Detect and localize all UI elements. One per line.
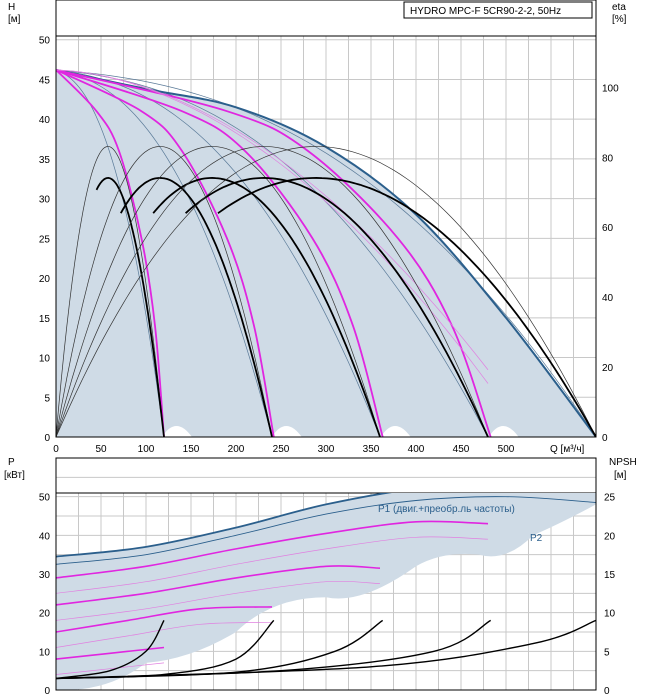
max-head-curve (56, 68, 596, 437)
top-y-tick-label: 30 (39, 195, 51, 206)
bottom-y-ticks: 0 10 20 30 40 50 (39, 493, 51, 697)
bottom-y-tick-label: 0 (44, 686, 50, 697)
eff-thin-2 (56, 146, 273, 437)
top-y-tick-label: 35 (39, 155, 51, 166)
top-y2-tick-label: 80 (602, 153, 614, 164)
eff-bold-5 (217, 177, 596, 437)
envelope-notch (162, 426, 192, 437)
bottom-y2-tick-label: 10 (604, 609, 616, 620)
chart-title: HYDRO MPC-F 5CR90-2-2, 50Hz (410, 6, 561, 17)
eff-bold-2 (120, 177, 273, 437)
top-x-tick-label: 300 (318, 444, 335, 455)
speed-curve-4-pumps (56, 69, 492, 437)
envelope-notch (380, 426, 411, 437)
series-p-pink-2 (56, 646, 165, 660)
series-p-pink-5 (56, 520, 489, 579)
top-y2-tick-label: 60 (602, 223, 614, 234)
bottom-y2-tick-label: 25 (604, 493, 616, 504)
top-x-tick-label: 250 (273, 444, 290, 455)
top-y-tick-label: 45 (39, 75, 51, 86)
top-y-ticks: 0 5 10 15 20 25 30 35 40 45 50 (39, 36, 51, 444)
top-frame (55, 0, 597, 438)
top-y-tick-label: 10 (39, 354, 51, 365)
speed-curve-2-pumps (56, 69, 275, 437)
speed-curve-3-pumps (56, 69, 384, 437)
series-ref-4 (56, 621, 273, 648)
series-p-pink-3 (56, 606, 273, 633)
top-xlabel: Q [м³/ч] (550, 444, 585, 455)
title-box: HYDRO MPC-F 5CR90-2-2, 50Hz (403, 1, 593, 19)
bottom-y2-ticks: 0 5 10 15 20 25 (604, 493, 616, 697)
bottom-plot (56, 493, 596, 690)
top-x-tick-label: 0 (53, 444, 59, 455)
eff-bold-1 (95, 176, 165, 437)
bottom-y-tick-label: 40 (39, 531, 51, 542)
max-speed-curve-5 (56, 69, 596, 437)
speed-ref-curve (56, 69, 489, 384)
top-x-tick-label: 400 (408, 444, 425, 455)
bottom-y2-tick-label: 0 (604, 686, 610, 697)
series-ref-5 (56, 662, 165, 675)
top-x-tick-label: 450 (453, 444, 470, 455)
top-y2label: eta (612, 2, 626, 13)
series-p2 (56, 496, 596, 565)
bottom-y-tick-label: 30 (39, 570, 51, 581)
bottom-y2label: NPSH (609, 457, 637, 468)
speed-curve-1-pumps (56, 69, 165, 437)
eff-bold-3 (152, 177, 381, 437)
top-y2-tick-label: 0 (602, 433, 608, 444)
top-yunit: [м] (8, 14, 21, 25)
top-y-tick-label: 15 (39, 314, 51, 325)
bottom-y2-tick-label: 20 (604, 531, 616, 542)
series-npsh-5 (56, 619, 596, 680)
eff-bold-4 (185, 177, 489, 437)
bottom-y2-tick-label: 5 (604, 647, 610, 658)
envelope-notch (271, 426, 302, 437)
bottom-y-tick-label: 50 (39, 493, 51, 504)
top-y-tick-label: 25 (39, 234, 51, 245)
top-x-ticks: 0 50 100 150 200 250 300 350 400 450 500 (53, 444, 515, 455)
top-y2-tick-label: 40 (602, 293, 614, 304)
bottom-y2unit: [м] (614, 470, 627, 481)
top-y-tick-label: 0 (44, 433, 50, 444)
power-envelope (56, 493, 596, 690)
top-y2-ticks: 0 20 40 60 80 100 (602, 83, 619, 444)
bottom-ylabel: P (8, 457, 15, 468)
series-npsh-1 (56, 620, 165, 680)
top-y-tick-label: 50 (39, 36, 51, 47)
top-ylabel: H (8, 2, 15, 13)
top-x-tick-label: 500 (498, 444, 515, 455)
top-y-tick-label: 5 (44, 393, 50, 404)
series-ref-2 (56, 536, 489, 594)
legend-p1: P1 (двиг.+преобр.ль частоты) (378, 503, 515, 515)
top-y-tick-label: 20 (39, 274, 51, 285)
max-speed-curve-1 (56, 69, 165, 437)
top-y-tick-label: 40 (39, 115, 51, 126)
eff-thin-4 (56, 146, 489, 437)
top-y2unit: [%] (612, 14, 627, 25)
top-x-tick-label: 350 (363, 444, 380, 455)
envelope-notch (488, 426, 519, 437)
eff-thin-1 (56, 146, 165, 437)
top-x-tick-label: 150 (183, 444, 200, 455)
top-x-tick-label: 50 (95, 444, 107, 455)
max-speed-curve-4 (56, 69, 489, 437)
series-ref-3 (56, 580, 381, 621)
top-x-tick-label: 200 (228, 444, 245, 455)
eff-thin-5 (56, 146, 596, 437)
bottom-y2-tick-label: 15 (604, 570, 616, 581)
bottom-y-tick-label: 20 (39, 609, 51, 620)
legend-p2: P2 (530, 533, 543, 544)
bottom-yunit: [кВт] (4, 470, 25, 481)
series-p1- (56, 493, 392, 558)
top-y2-tick-label: 20 (602, 363, 614, 374)
bottom-frame (55, 457, 597, 691)
top-plot (56, 68, 596, 437)
series-p-pink-4 (56, 565, 381, 606)
eff-thin-3 (56, 146, 381, 437)
bottom-y-tick-label: 10 (39, 647, 51, 658)
top-x-tick-label: 100 (138, 444, 155, 455)
top-y2-tick-label: 100 (602, 83, 619, 94)
